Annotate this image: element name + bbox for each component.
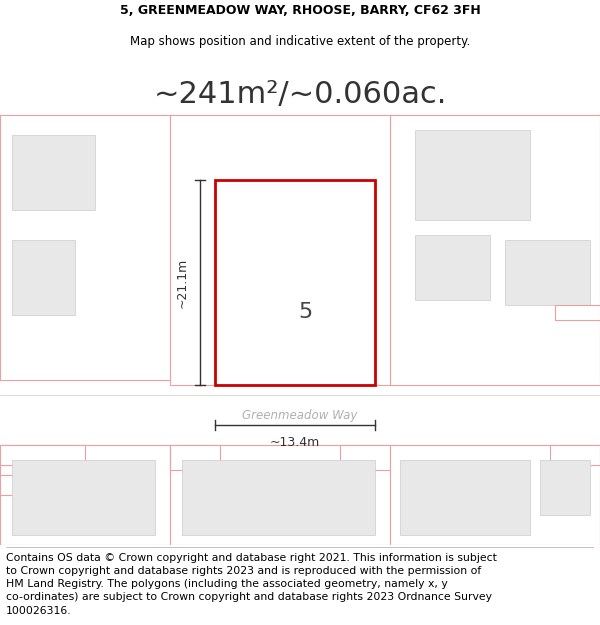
Polygon shape [215, 180, 375, 385]
Polygon shape [170, 445, 390, 545]
Text: ~241m²/~0.060ac.: ~241m²/~0.060ac. [154, 81, 446, 109]
Text: 5: 5 [298, 302, 312, 322]
Polygon shape [182, 460, 375, 535]
Polygon shape [390, 115, 600, 385]
Polygon shape [340, 445, 390, 470]
Text: Contains OS data © Crown copyright and database right 2021. This information is : Contains OS data © Crown copyright and d… [6, 553, 497, 616]
Polygon shape [170, 115, 390, 385]
Polygon shape [170, 445, 220, 470]
Polygon shape [12, 135, 95, 210]
Polygon shape [540, 460, 590, 515]
Text: 5, GREENMEADOW WAY, RHOOSE, BARRY, CF62 3FH: 5, GREENMEADOW WAY, RHOOSE, BARRY, CF62 … [119, 4, 481, 18]
Polygon shape [400, 460, 530, 535]
Polygon shape [0, 475, 40, 495]
Polygon shape [12, 240, 75, 315]
Polygon shape [550, 445, 600, 465]
Polygon shape [505, 240, 590, 305]
Polygon shape [0, 445, 170, 545]
Text: ~21.1m: ~21.1m [176, 258, 188, 308]
Polygon shape [555, 305, 600, 320]
Polygon shape [12, 460, 155, 535]
Text: Greenmeadow Way: Greenmeadow Way [242, 409, 358, 421]
Polygon shape [415, 130, 530, 220]
Polygon shape [415, 235, 490, 300]
Text: Map shows position and indicative extent of the property.: Map shows position and indicative extent… [130, 35, 470, 48]
Polygon shape [0, 115, 170, 380]
Text: ~13.4m: ~13.4m [270, 436, 320, 449]
Polygon shape [390, 445, 600, 545]
Polygon shape [230, 275, 360, 375]
Polygon shape [0, 445, 85, 465]
